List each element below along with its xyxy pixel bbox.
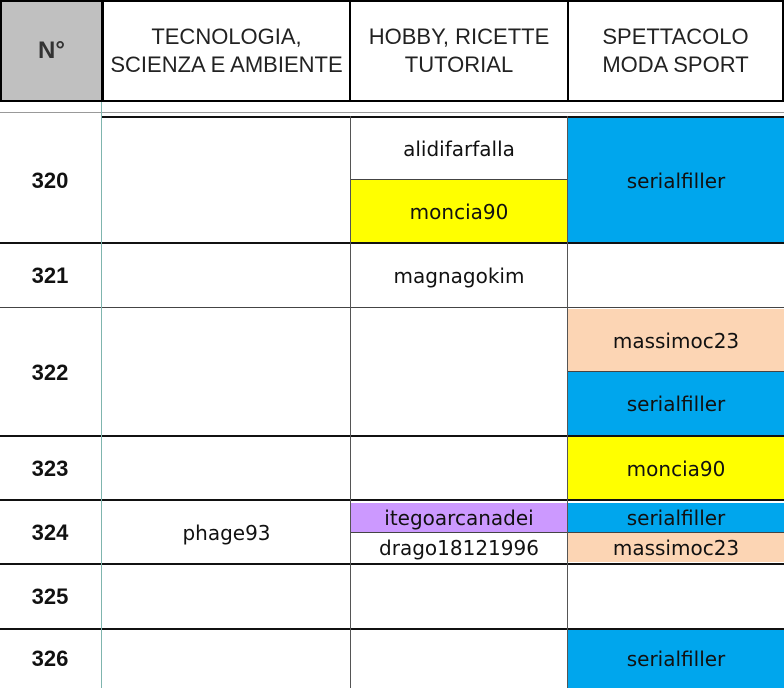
cell-320-hobby-1: alidifarfalla: [351, 118, 567, 180]
row-number-text: 326: [31, 646, 69, 671]
row-number-326: 326: [0, 630, 100, 688]
cell-text: serialfiller: [626, 647, 726, 671]
gridline: [0, 307, 784, 308]
header-spettacolo-line2: MODA SPORT: [602, 52, 749, 77]
cell-text: massimoc23: [612, 328, 740, 353]
header-spettacolo-line1: SPETTACOLO: [602, 24, 749, 49]
header-hobby: HOBBY, RICETTE TUTORIAL: [349, 0, 569, 102]
gridline: [0, 435, 784, 437]
cell-text: drago18121996: [379, 535, 539, 560]
row-number-text: 321: [31, 263, 69, 288]
row-number-325: 325: [0, 565, 100, 629]
header-tech-science: TECNOLOGIA, SCIENZA E AMBIENTE: [102, 0, 351, 102]
cell-text: serialfiller: [626, 168, 726, 193]
row-number-322: 322: [0, 309, 100, 436]
cell-text: alidifarfalla: [403, 137, 515, 161]
gridline: [0, 112, 784, 113]
gridline: [102, 116, 784, 118]
row-number-text: 322: [31, 359, 69, 385]
cell-text: itegoarcanadei: [384, 505, 534, 530]
gridline: [0, 499, 784, 501]
cell-324-hobby-2: drago18121996: [351, 533, 567, 562]
cell-324-spettacolo-2: massimoc23: [568, 533, 784, 562]
cell-text: serialfiller: [626, 505, 726, 530]
cell-322-spettacolo-1: massimoc23: [568, 309, 784, 372]
cell-text: magnagokim: [393, 264, 525, 288]
row-number-320: 320: [0, 118, 100, 243]
cell-text: phage93: [182, 520, 271, 545]
row-number-text: 324: [31, 519, 69, 545]
header-hobby-line1: HOBBY, RICETTE: [368, 24, 550, 49]
gridline: [0, 242, 784, 244]
gridline: [350, 116, 351, 688]
cell-text: massimoc23: [612, 535, 740, 560]
header-number: N°: [0, 0, 103, 102]
cell-326-spettacolo: serialfiller: [568, 630, 784, 688]
gridline: [567, 116, 568, 688]
gridline: [350, 179, 568, 180]
cell-324-tech: phage93: [103, 501, 350, 564]
gridline: [0, 563, 784, 565]
cell-321-hobby: magnagokim: [351, 244, 567, 308]
cell-text: moncia90: [409, 199, 509, 224]
cell-text: moncia90: [626, 456, 726, 481]
gridline: [568, 371, 784, 372]
header-spettacolo: SPETTACOLO MODA SPORT: [567, 0, 784, 102]
gridline: [0, 628, 784, 630]
row-number-324: 324: [0, 501, 100, 564]
header-tech-line2: SCIENZA E AMBIENTE: [110, 52, 343, 77]
cell-320-hobby-2: moncia90: [351, 180, 567, 243]
row-number-text: 325: [31, 584, 69, 609]
cell-324-hobby-1: itegoarcanadei: [351, 503, 567, 532]
row-number-text: 320: [31, 167, 69, 193]
cell-320-spettacolo: serialfiller: [568, 118, 784, 243]
cell-text: serialfiller: [626, 392, 726, 416]
row-number-323: 323: [0, 437, 100, 500]
cell-322-spettacolo-2: serialfiller: [568, 372, 784, 436]
row-number-text: 323: [31, 455, 69, 481]
header-tech-line1: TECNOLOGIA,: [151, 24, 302, 49]
row-number-321: 321: [0, 244, 100, 308]
cell-323-spettacolo: moncia90: [568, 437, 784, 500]
gridline: [101, 102, 102, 688]
cell-324-spettacolo-1: serialfiller: [568, 503, 784, 532]
header-number-label: N°: [38, 37, 65, 64]
header-hobby-line2: TUTORIAL: [404, 52, 514, 77]
